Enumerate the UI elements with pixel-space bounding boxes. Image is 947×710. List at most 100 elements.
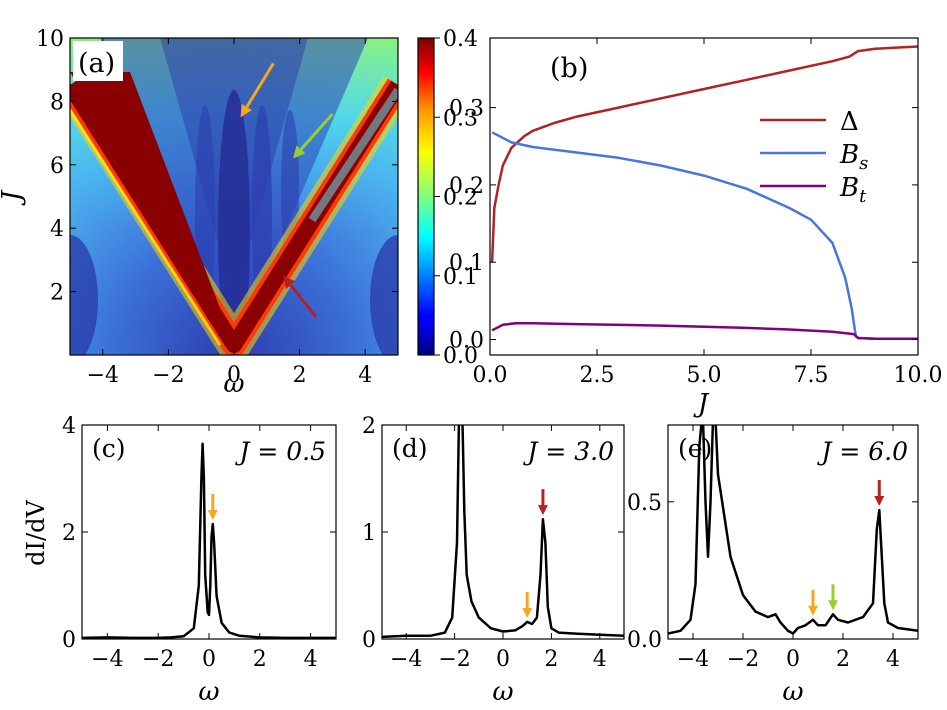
panel-b-xlabel: J [693,389,710,419]
panel-c-ylabel: dI/dV [22,500,50,566]
xtick-label: 0 [496,647,510,672]
xtick-label: −2 [142,647,174,672]
xtick-label: 0 [202,647,216,672]
panel-c: −4 −2 0 2 4 0 2 4 (c) J = 0.5 ω dI/dV [22,414,337,707]
ytick-label: 6 [50,154,64,179]
feature-arrow-head [293,145,306,159]
panel-c-xlabel: ω [198,677,219,707]
xtick-label: −2 [727,647,759,672]
legend-bs-label: Bs [839,140,868,174]
xtick-label: 2 [293,363,307,388]
legend-bt-label: Bt [839,173,867,207]
xtick-label: −4 [390,647,422,672]
legend-delta-label: Δ [840,107,859,137]
xtick-label: 2 [836,647,850,672]
panel-d-label: (d) [392,434,428,463]
xtick-label: −2 [438,647,470,672]
ytick-label: 0.0 [627,628,662,653]
ytick-label: 0.0 [449,329,484,354]
panel-c-line [82,442,336,639]
feature-arrow-head [283,275,296,289]
colorbar-tick-label: 0.4 [443,27,478,52]
ytick-label: 0 [62,628,76,653]
panel-d-axes: −4 −2 0 2 4 0 1 2 [362,414,624,672]
panel-a-arrows [240,62,334,318]
legend-b: Δ Bs Bt [760,107,868,207]
ytick-label: 0.3 [449,97,484,122]
panel-a-label: (a) [78,48,115,79]
colorbar-tick-label: 0.2 [443,186,478,211]
ytick-label: 2 [50,281,64,306]
xtick-label: −4 [677,647,709,672]
panel-c-axes: −4 −2 0 2 4 0 2 4 [62,414,336,672]
peak-arrow-head [522,607,533,618]
panel-a-xlabel: ω [223,369,244,399]
ytick-label: 0.2 [449,174,484,199]
peak-arrow-head [808,605,818,616]
xtick-label: 2.5 [580,363,615,388]
ytick-label: 8 [50,90,64,115]
ytick-label: 1 [362,521,376,546]
panel-a-ylabel: J [0,189,27,206]
xtick-label: 10.0 [894,363,943,388]
xtick-label: 4 [358,363,372,388]
xtick-label: −4 [87,363,119,388]
xtick-label: 4 [304,647,318,672]
panel-c-annotation: J = 0.5 [234,437,326,466]
panel-b-lines [490,45,918,341]
series-line-Bt [491,322,918,341]
feature-arrow-shaft [245,62,275,108]
ytick-label: 10 [36,27,64,52]
peak-arrow-head [207,509,218,520]
xtick-label: 0 [786,647,800,672]
xtick-label: 5.0 [687,363,722,388]
series-line- [490,45,918,263]
xtick-label: 0.0 [473,363,508,388]
feature-arrow-shaft [289,284,318,318]
colorbar [418,38,434,355]
xtick-label: −2 [152,363,184,388]
panel-c-arrows [207,493,218,520]
panel-a: −4 −2 0 2 4 2 4 6 8 10 (a) ω J 0.0 0.1 0.2 0.3 0.4 [0,27,478,399]
panel-d-annotation: J = 3.0 [522,437,614,466]
panel-b-label: (b) [550,53,588,84]
ytick-label: 2 [362,414,376,439]
xtick-label: 7.5 [794,363,829,388]
ytick-label: 0.1 [449,251,484,276]
spectrum-line-d [382,425,624,639]
ytick-label: 0 [362,628,376,653]
panel-c-label: (c) [92,434,126,463]
panel-e-annotation: J = 6.0 [816,437,908,466]
feature-arrow-shaft [299,113,334,151]
peak-arrow-head [874,496,885,507]
panel-b-axes: 0.0 2.5 5.0 7.5 10.0 0.0 0.1 0.2 0.3 [449,38,942,388]
xtick-label: 4 [886,647,900,672]
ytick-label: 0.5 [627,491,662,516]
panel-d-line [382,425,624,639]
panel-b: 0.0 2.5 5.0 7.5 10.0 0.0 0.1 0.2 0.3 (b) J Δ Bs … [449,37,942,419]
peak-arrow-head [537,505,548,516]
panel-e-axes: −4 −2 0 2 4 0.0 0.5 [627,425,918,672]
panel-d-arrows [522,489,548,618]
panel-d: −4 −2 0 2 4 0 1 2 (d) J = 3.0 ω [362,414,625,707]
peak-arrow-head [828,600,838,611]
colorbar-tick-label: 0.1 [443,265,478,290]
panel-a-label-bg [73,41,123,81]
panel-e-line [668,425,918,635]
xtick-label: 2 [544,647,558,672]
xtick-label: 2 [253,647,267,672]
xtick-label: 4 [593,647,607,672]
spectrum-line-c [82,442,336,639]
panel-e-arrows [808,480,885,616]
ytick-label: 2 [62,521,76,546]
colorbar-tick-label: 0.3 [443,106,478,131]
spectrum-line-e [668,425,918,635]
heatmap-body [70,38,398,355]
xtick-label: −4 [91,647,123,672]
panel-d-xlabel: ω [492,677,513,707]
panel-e-label: (e) [678,434,712,463]
ytick-label: 4 [50,217,64,242]
panel-a-axes: −4 −2 0 2 4 2 4 6 8 10 [36,27,398,388]
panel-e-xlabel: ω [782,677,803,707]
